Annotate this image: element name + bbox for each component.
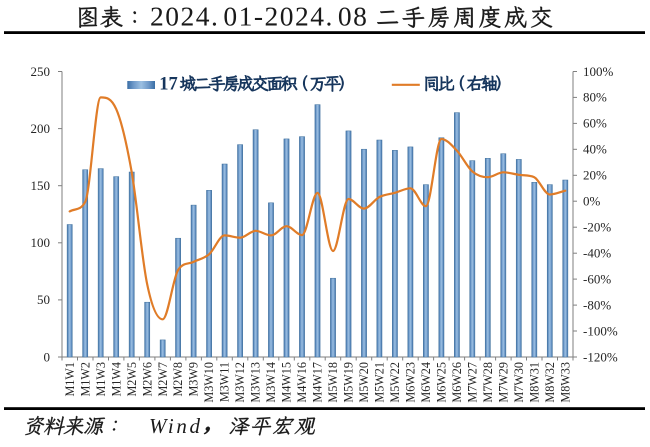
svg-text:250: 250 (31, 64, 51, 79)
svg-text:-20%: -20% (583, 220, 611, 235)
svg-text:M1W1: M1W1 (63, 362, 77, 397)
svg-text:M4W16: M4W16 (295, 362, 309, 403)
svg-text:M8W32: M8W32 (543, 362, 557, 403)
svg-text:M6W25: M6W25 (435, 362, 449, 403)
svg-text:M5W22: M5W22 (388, 362, 402, 403)
svg-text:17: 17 (159, 75, 178, 95)
svg-text:M3W13: M3W13 (249, 362, 263, 403)
svg-text:Wind: Wind (149, 414, 203, 438)
svg-text:M7W29: M7W29 (496, 362, 510, 403)
svg-text:20%: 20% (583, 168, 607, 183)
svg-text:M1W4: M1W4 (109, 362, 123, 397)
svg-text:M3W12: M3W12 (233, 362, 247, 403)
svg-text:-40%: -40% (583, 246, 611, 261)
svg-text:80%: 80% (583, 90, 607, 105)
svg-text:50: 50 (37, 292, 50, 307)
svg-text:-60%: -60% (583, 271, 611, 286)
svg-text:M7W30: M7W30 (512, 362, 526, 403)
svg-text:M8W31: M8W31 (527, 362, 541, 403)
svg-text:M3W9: M3W9 (187, 362, 201, 397)
svg-text:M4W15: M4W15 (280, 362, 294, 403)
svg-text:M6W23: M6W23 (404, 362, 418, 403)
svg-text:40%: 40% (583, 142, 607, 157)
svg-text:M3W14: M3W14 (264, 362, 278, 403)
svg-text:M7W28: M7W28 (481, 362, 495, 403)
svg-text:-120%: -120% (583, 349, 618, 364)
svg-text:2024.01-2024.08: 2024. 01-2024. 08 (150, 0, 368, 31)
svg-text:M4W17: M4W17 (311, 362, 325, 403)
svg-text:M1W2: M1W2 (78, 362, 92, 397)
svg-text:M5W18: M5W18 (326, 362, 340, 403)
svg-text:M2W5: M2W5 (125, 362, 139, 397)
svg-text:200: 200 (31, 121, 51, 136)
svg-text:150: 150 (31, 178, 51, 193)
svg-text:M8W33: M8W33 (558, 362, 572, 403)
svg-text:100: 100 (31, 235, 51, 250)
svg-text:M3W11: M3W11 (218, 362, 232, 402)
svg-text:M6W24: M6W24 (419, 362, 433, 403)
svg-text:M3W10: M3W10 (202, 362, 216, 403)
svg-text:M5W20: M5W20 (357, 362, 371, 403)
svg-text:0: 0 (44, 349, 51, 364)
svg-text:60%: 60% (583, 116, 607, 131)
svg-text:M2W6: M2W6 (140, 362, 154, 397)
svg-text:M5W21: M5W21 (373, 362, 387, 403)
svg-text:-100%: -100% (583, 323, 618, 338)
svg-text:M7W27: M7W27 (465, 362, 479, 403)
svg-text:M6W26: M6W26 (450, 362, 464, 403)
svg-text:M1W3: M1W3 (94, 362, 108, 397)
svg-text:M5W19: M5W19 (342, 362, 356, 403)
svg-text:M2W7: M2W7 (156, 362, 170, 397)
svg-text:0%: 0% (583, 194, 601, 209)
svg-text:100%: 100% (583, 64, 614, 79)
svg-text:M2W8: M2W8 (171, 362, 185, 397)
svg-text:-80%: -80% (583, 297, 611, 312)
